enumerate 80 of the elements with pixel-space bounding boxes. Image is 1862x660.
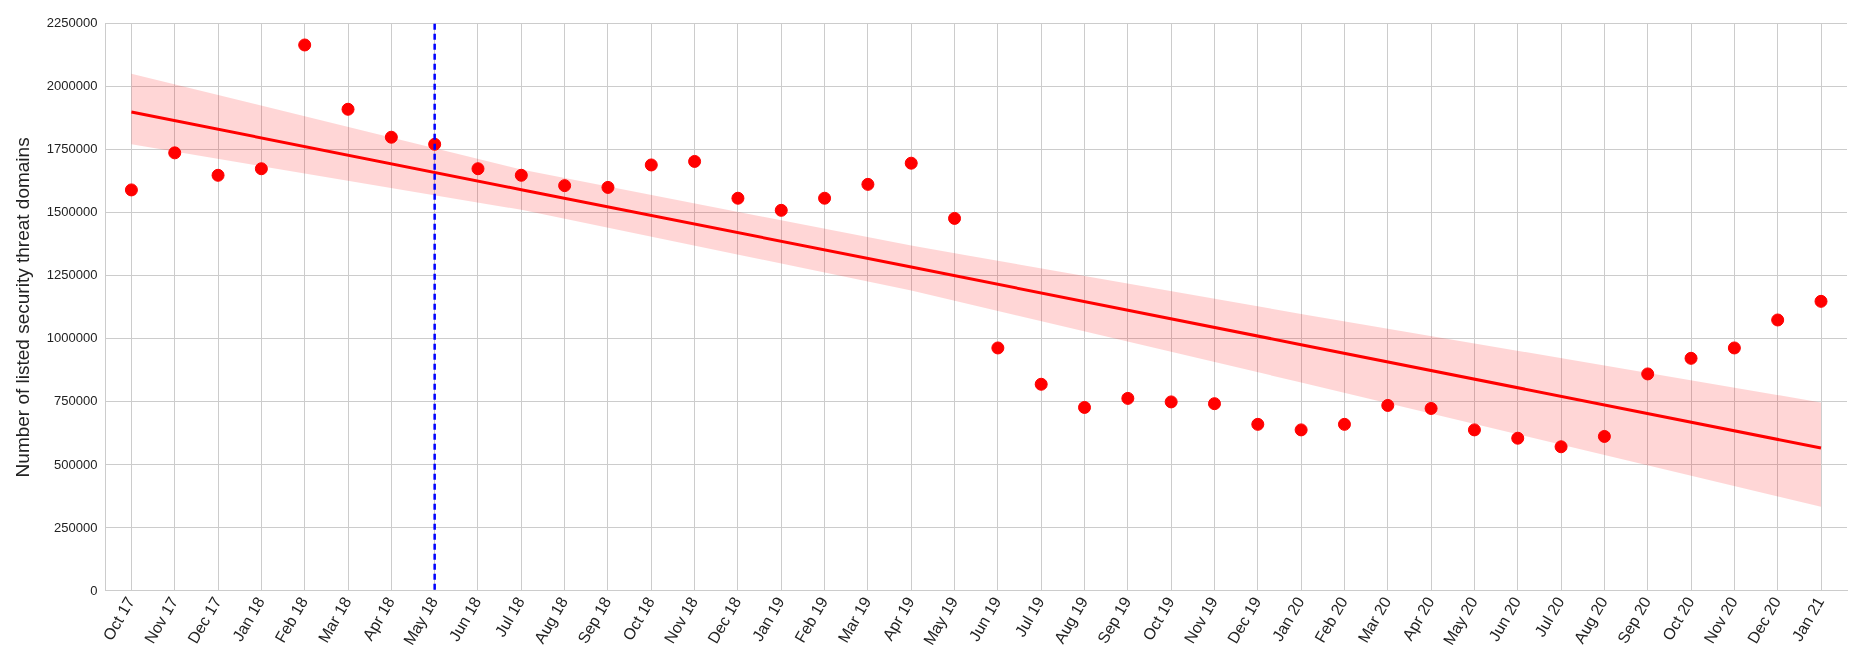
x-tick-label: Apr 18	[359, 593, 398, 644]
x-tick-label: Dec 20	[1744, 593, 1785, 647]
x-tick-label: Jan 19	[748, 593, 788, 645]
point	[1511, 431, 1525, 445]
point	[1814, 294, 1828, 308]
point	[471, 162, 485, 176]
x-tick-label: Oct 19	[1139, 593, 1178, 644]
point	[1771, 313, 1785, 327]
x-tick-label: Mar 19	[834, 593, 875, 646]
x-tick-label: Feb 18	[271, 593, 312, 646]
point	[1684, 351, 1698, 365]
y-axis-title: Number of listed security threat domains	[11, 137, 33, 478]
point	[211, 168, 225, 182]
point	[1164, 395, 1178, 409]
point	[904, 156, 918, 170]
point	[1727, 341, 1741, 355]
y-tick-label: 2000000	[46, 78, 98, 94]
point	[1251, 417, 1265, 431]
x-tick-label: Jul 20	[1531, 593, 1568, 640]
point	[168, 146, 182, 160]
x-tick-label: Apr 20	[1399, 593, 1438, 644]
point	[1078, 400, 1092, 414]
point	[514, 168, 528, 182]
x-tick-label: Jan 21	[1788, 593, 1828, 645]
x-tick-label: Oct 18	[619, 593, 658, 644]
point	[991, 341, 1005, 355]
point	[1207, 397, 1221, 411]
point	[688, 154, 702, 168]
point	[1294, 423, 1308, 437]
point	[948, 211, 962, 225]
x-tick-label: Oct 17	[99, 593, 138, 644]
y-tick-label: 1750000	[46, 141, 98, 157]
x-tick-label: Oct 20	[1659, 593, 1698, 644]
point	[558, 179, 572, 193]
x-tick-label: Mar 18	[314, 593, 355, 646]
y-tick-label: 500000	[54, 456, 98, 472]
point	[384, 130, 398, 144]
x-tick-label: Feb 19	[791, 593, 832, 646]
y-tick-label: 2250000	[46, 15, 98, 31]
x-tick-label: Dec 19	[1224, 593, 1265, 647]
point	[298, 38, 312, 52]
x-tick-label: Sep 19	[1094, 593, 1135, 647]
y-tick-label: 0	[90, 582, 98, 598]
point	[774, 203, 788, 217]
point	[1381, 398, 1395, 412]
x-tick-label: Dec 17	[184, 593, 225, 647]
x-tick-label: Jun 18	[445, 593, 485, 645]
point	[1424, 401, 1438, 415]
point	[731, 191, 745, 205]
y-tick-label: 750000	[54, 393, 98, 409]
x-tick-label: Feb 20	[1311, 593, 1351, 646]
point	[124, 183, 138, 197]
x-tick-label: Jul 19	[1011, 593, 1048, 640]
y-tick-label: 1250000	[46, 267, 98, 283]
point	[1641, 367, 1655, 381]
point	[861, 177, 875, 191]
x-tick-label: Jan 18	[229, 593, 268, 645]
x-tick-label: Mar 20	[1354, 593, 1395, 646]
point	[1337, 417, 1351, 431]
point	[1554, 440, 1568, 454]
point	[341, 102, 355, 116]
x-tick-label: Apr 19	[879, 593, 918, 644]
point	[644, 158, 658, 172]
point	[1121, 391, 1135, 405]
point	[254, 162, 268, 176]
x-tick-label: Jul 18	[491, 593, 528, 640]
x-tick-label: Sep 18	[574, 593, 615, 647]
x-tick-label: Jun 20	[1485, 593, 1525, 645]
x-tick-label: Jun 19	[965, 593, 1005, 645]
point	[1597, 429, 1611, 443]
y-tick-label: 1500000	[46, 204, 98, 220]
x-tick-label: Dec 18	[704, 593, 745, 647]
point	[601, 180, 615, 194]
y-tick-label: 1000000	[46, 330, 98, 346]
x-tick-label: Sep 20	[1614, 593, 1655, 647]
x-tick-label: Jan 20	[1268, 593, 1308, 645]
y-tick-label: 250000	[54, 519, 98, 535]
point	[1467, 423, 1481, 437]
point	[818, 191, 832, 205]
point	[1034, 377, 1048, 391]
